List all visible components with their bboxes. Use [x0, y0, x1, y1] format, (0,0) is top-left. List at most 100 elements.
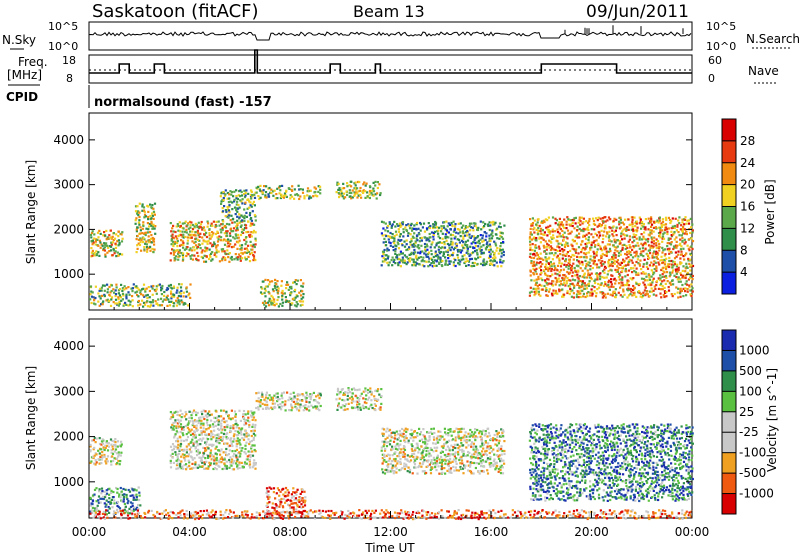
heatmap-cell [411, 235, 414, 238]
heatmap-cell [457, 259, 460, 262]
heatmap-cell [207, 465, 210, 468]
heatmap-cell [599, 245, 602, 248]
heatmap-cell [546, 266, 549, 269]
heatmap-cell [580, 255, 583, 259]
heatmap-cell [584, 242, 587, 246]
heatmap-cell [667, 227, 670, 230]
freq-tick-bottom: 8 [66, 72, 73, 85]
heatmap-cell [481, 237, 484, 240]
heatmap-cell [644, 241, 647, 244]
heatmap-cell [236, 228, 239, 232]
heatmap-cell [319, 185, 322, 188]
heatmap-cell [683, 242, 686, 245]
heatmap-cell [295, 400, 298, 403]
heatmap-cell [261, 292, 264, 295]
heatmap-cell [253, 426, 257, 429]
heatmap-cell [354, 406, 357, 409]
heatmap-cell [180, 428, 184, 431]
heatmap-cell [182, 258, 185, 261]
heatmap-cell [346, 193, 349, 196]
heatmap-cell [616, 265, 619, 268]
heatmap-cell [644, 279, 647, 282]
heatmap-cell [620, 221, 623, 224]
heatmap-cell [607, 281, 610, 284]
heatmap-cell [225, 465, 228, 468]
heatmap-cell [615, 234, 618, 237]
heatmap-cell [119, 296, 122, 299]
y-tick-label: 3000 [53, 178, 84, 192]
heatmap-cell [595, 239, 598, 242]
heatmap-cell [118, 463, 121, 466]
heatmap-cell [535, 228, 538, 231]
heatmap-cell [234, 449, 237, 453]
heatmap-cell [189, 296, 192, 299]
heatmap-cell [474, 222, 477, 225]
heatmap-cell [541, 229, 544, 232]
heatmap-cell [154, 289, 157, 293]
heatmap-cell [251, 418, 254, 421]
heatmap-cell [605, 235, 608, 238]
heatmap-cell [117, 296, 120, 299]
heatmap-cell [218, 459, 221, 462]
heatmap-cell [157, 298, 160, 301]
heatmap-cell [399, 250, 402, 253]
heatmap-cell [633, 291, 636, 294]
heatmap-cell [619, 241, 622, 245]
heatmap-cell [215, 453, 218, 456]
heatmap-cell [545, 289, 548, 292]
heatmap-cell [613, 256, 616, 259]
heatmap-cell [339, 194, 342, 197]
heatmap-cell [479, 255, 482, 258]
heatmap-cell [187, 444, 190, 447]
heatmap-cell [593, 286, 596, 289]
heatmap-cell [608, 226, 611, 229]
heatmap-cell [150, 217, 153, 220]
heatmap-cell [462, 241, 465, 244]
heatmap-cell [209, 224, 213, 227]
heatmap-cell [501, 248, 504, 251]
heatmap-cell [612, 225, 615, 228]
heatmap-cell [650, 236, 653, 239]
heatmap-cell [458, 249, 462, 252]
heatmap-cell [189, 430, 192, 433]
heatmap-cell [336, 387, 340, 390]
heatmap-cell [663, 286, 666, 289]
heatmap-cell [635, 250, 638, 253]
heatmap-cell [169, 259, 172, 262]
heatmap-cell [531, 243, 534, 246]
heatmap-cell [269, 512, 272, 515]
heatmap-cell [640, 250, 643, 253]
heatmap-cell [292, 506, 295, 509]
heatmap-cell [353, 194, 356, 197]
heatmap-cell [171, 452, 174, 455]
heatmap-cell [535, 261, 539, 264]
heatmap-cell [189, 233, 192, 236]
heatmap-cell [599, 217, 602, 220]
heatmap-cell [220, 456, 223, 459]
heatmap-cell [187, 428, 191, 431]
heatmap-cell [211, 433, 214, 436]
heatmap-cell [142, 283, 146, 286]
heatmap-cell [623, 293, 626, 296]
heatmap-cell [446, 249, 450, 252]
heatmap-cell [94, 296, 97, 300]
heatmap-cell [228, 211, 231, 214]
heatmap-cell [655, 246, 658, 250]
heatmap-cell [144, 231, 147, 234]
heatmap-cell [95, 500, 98, 503]
heatmap-cell [393, 452, 396, 455]
heatmap-cell [112, 448, 115, 451]
heatmap-cell [239, 189, 242, 192]
heatmap-cell [529, 231, 532, 234]
heatmap-cell [392, 472, 395, 475]
heatmap-cell [633, 235, 636, 238]
heatmap-cell [410, 239, 413, 242]
heatmap-cell [558, 284, 561, 287]
heatmap-cell [374, 409, 377, 412]
heatmap-cell [627, 250, 630, 253]
heatmap-cell [402, 258, 405, 261]
heatmap-cell [110, 284, 113, 287]
heatmap-cell [538, 266, 541, 269]
heatmap-cell [558, 226, 561, 229]
heatmap-cell [181, 235, 184, 238]
